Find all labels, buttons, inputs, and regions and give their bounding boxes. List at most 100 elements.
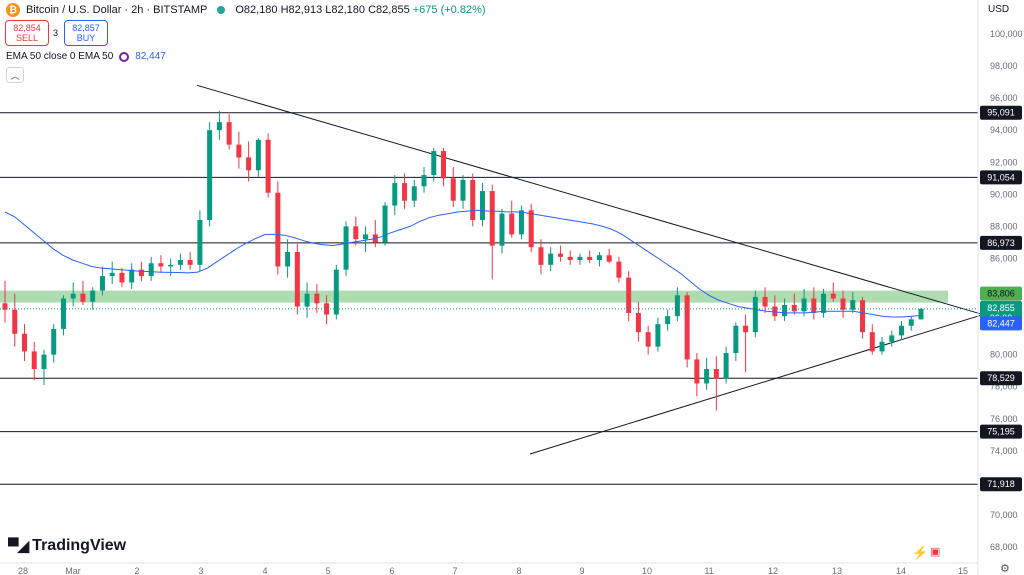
chart-header: ₿ Bitcoin / U.S. Dollar · 2h · BITSTAMP … (6, 3, 486, 17)
candle-body (450, 178, 456, 201)
candle-body (557, 253, 563, 257)
candle-body (343, 226, 349, 270)
candle-body (333, 269, 339, 315)
x-tick-label: 2 (134, 566, 139, 575)
y-tick-label: 94,000 (990, 125, 1018, 135)
sell-label: SELL (15, 33, 39, 43)
candle-body (2, 303, 8, 310)
candle-body (528, 210, 534, 248)
candle-body (782, 304, 788, 317)
level-label: 78,529 (987, 373, 1015, 383)
settings-gear-icon[interactable]: ⚙ (1000, 563, 1010, 575)
level-label-bg (980, 235, 1022, 250)
candle-body (382, 205, 388, 243)
candle-body (596, 255, 602, 261)
candle-body (704, 369, 710, 384)
buy-button[interactable]: 82,857 BUY (64, 20, 108, 46)
ema-value: 82,447 (135, 51, 166, 62)
x-tick-label: 10 (642, 566, 652, 575)
candle-body (51, 328, 57, 355)
ema-label: EMA 50 close 0 EMA 50 (6, 51, 114, 62)
candle-body (138, 269, 144, 277)
candle-body (402, 183, 408, 201)
candle-body (684, 295, 690, 360)
x-tick-label: 8 (516, 566, 521, 575)
candle-body (353, 226, 359, 240)
candle-body (470, 179, 476, 220)
candle-body (655, 324, 661, 347)
y-tick-label: 70,000 (990, 510, 1018, 520)
y-tick-label: 68,000 (990, 542, 1018, 552)
candle-body (694, 359, 700, 384)
candle-body (850, 300, 856, 310)
y-tick-label: 88,000 (990, 221, 1018, 231)
candle-body (811, 298, 817, 313)
candle-body (840, 298, 846, 310)
candle-body (606, 255, 612, 262)
y-tick-label: 86,000 (990, 253, 1018, 263)
candle-body (460, 179, 466, 201)
candle-body (90, 290, 96, 302)
candle-body (821, 293, 827, 313)
candle-body (265, 139, 271, 193)
flag-icon[interactable]: ▣ (930, 546, 941, 558)
candle-body (616, 261, 622, 278)
candle-body (421, 175, 427, 187)
y-tick-label: 76,000 (990, 414, 1018, 424)
candle-body (197, 219, 203, 265)
x-tick-label: 12 (768, 566, 778, 575)
change-value: +675 (+0.82%) (412, 4, 486, 16)
x-axis[interactable]: 28 Mar 2 3 4 5 6 7 8 9 10 11 12 13 14 15 (18, 566, 968, 575)
candle-body (577, 256, 583, 261)
candle-body (207, 130, 213, 220)
level-label: 86,973 (987, 238, 1015, 248)
candle-body (538, 247, 544, 265)
candle-body (255, 139, 261, 171)
candle-body (314, 293, 320, 304)
candle-body (645, 332, 651, 347)
candle-body (60, 298, 66, 329)
candle-body (635, 312, 641, 333)
candle-body (70, 293, 76, 299)
candle-body (733, 325, 739, 354)
level-label: 75,195 (987, 427, 1015, 437)
price-labels: 95,091 91,054 86,973 78,529 75,195 71,918 83,8… (980, 105, 1022, 492)
candle-body (41, 354, 47, 370)
tradingview-logo: ▀◢ TradingView (8, 537, 126, 555)
sell-price: 82,854 (13, 23, 41, 33)
low-value: L82,180 (325, 4, 366, 16)
candle-body (889, 335, 895, 342)
tradingview-mark-icon: ▀◢ (8, 538, 29, 555)
loading-icon (119, 51, 130, 62)
candle-body (567, 256, 573, 261)
level-label-bg (980, 170, 1022, 185)
y-tick-label: 80,000 (990, 350, 1018, 360)
currency-label[interactable]: USD (988, 4, 1010, 15)
candle-body (918, 308, 924, 320)
level-label-bg (980, 371, 1022, 386)
x-tick-label: 5 (325, 566, 330, 575)
candle-body (275, 192, 281, 267)
candle-body (226, 122, 232, 145)
x-tick-label: 9 (579, 566, 584, 575)
candle-body (158, 263, 164, 267)
level-label: 71,918 (987, 479, 1015, 489)
ema-price-label: 82,447 (987, 318, 1015, 328)
y-tick-label: 78,000 (990, 382, 1018, 392)
chevron-up-icon[interactable]: ︿ (6, 67, 24, 83)
candle-body (772, 306, 778, 317)
symbol-title[interactable]: Bitcoin / U.S. Dollar · 2h · BITSTAMP (26, 4, 208, 16)
x-tick-label: 7 (452, 566, 457, 575)
candle-body (411, 186, 417, 201)
lightning-icon[interactable]: ⚡ (912, 545, 929, 560)
ema-indicator-legend[interactable]: EMA 50 close 0 EMA 50 82,447 (6, 51, 166, 62)
candle-body (674, 295, 680, 317)
candle-body (177, 260, 183, 265)
y-tick-label: 96,000 (990, 93, 1018, 103)
sell-button[interactable]: 82,854 SELL (5, 20, 49, 46)
ohlc-readout: O82,180 H82,913 L82,180 C82,855 +675 (+0… (235, 4, 485, 16)
x-tick-label: 11 (704, 566, 713, 575)
candle-body (246, 157, 252, 171)
level-label: 95,091 (987, 108, 1015, 118)
